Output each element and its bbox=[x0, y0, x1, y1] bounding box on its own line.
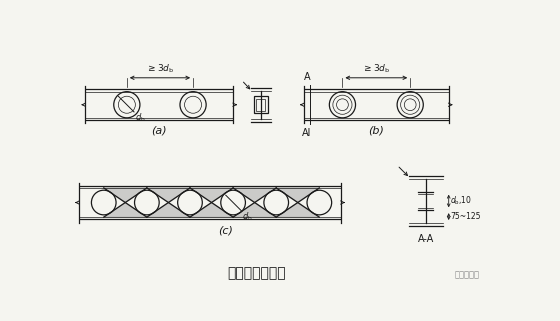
Polygon shape bbox=[233, 188, 276, 203]
Text: (c): (c) bbox=[218, 225, 233, 235]
Text: $d_{\rm b}$: $d_{\rm b}$ bbox=[242, 211, 253, 223]
Text: 75~125: 75~125 bbox=[450, 212, 480, 221]
Text: A-A: A-A bbox=[417, 234, 434, 244]
Text: $\geq 3d_{\rm b}$: $\geq 3d_{\rm b}$ bbox=[146, 63, 174, 75]
Text: $\geq 3d_{\rm b}$: $\geq 3d_{\rm b}$ bbox=[362, 63, 390, 75]
Text: 梁的圆形孔补强: 梁的圆形孔补强 bbox=[227, 266, 286, 280]
Polygon shape bbox=[147, 203, 190, 217]
Bar bbox=[254, 96, 268, 113]
Polygon shape bbox=[276, 203, 319, 217]
Polygon shape bbox=[190, 188, 233, 203]
Polygon shape bbox=[104, 188, 147, 203]
Text: A: A bbox=[304, 73, 310, 82]
Text: $d_{\rm b}$: $d_{\rm b}$ bbox=[135, 112, 146, 125]
Polygon shape bbox=[190, 203, 233, 217]
Text: 钢结构设计: 钢结构设计 bbox=[455, 270, 479, 279]
Text: $d_{\rm b}$,10: $d_{\rm b}$,10 bbox=[450, 195, 472, 207]
Polygon shape bbox=[104, 203, 147, 217]
Polygon shape bbox=[276, 188, 319, 203]
Polygon shape bbox=[233, 203, 276, 217]
Polygon shape bbox=[147, 188, 190, 203]
Bar bbox=[256, 99, 265, 111]
Text: (a): (a) bbox=[151, 126, 167, 136]
Text: (b): (b) bbox=[368, 126, 384, 136]
Text: Al: Al bbox=[302, 128, 312, 138]
